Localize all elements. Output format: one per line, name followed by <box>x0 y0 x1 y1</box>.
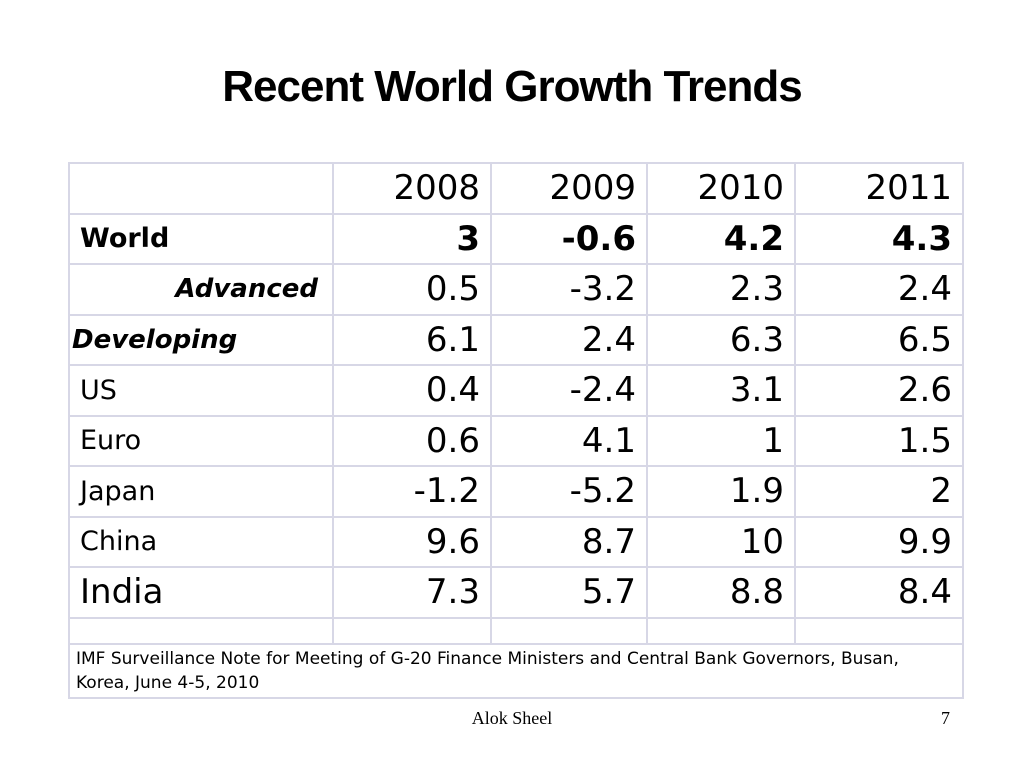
cell-developing-2010: 6.3 <box>646 313 796 366</box>
cell-us-2008: 0.4 <box>332 364 492 417</box>
empty-cell <box>490 616 648 645</box>
corner-cell <box>68 162 334 215</box>
cell-advanced-2011: 2.4 <box>794 263 964 316</box>
cell-euro-2010: 1 <box>646 414 796 467</box>
cell-developing-2008: 6.1 <box>332 313 492 366</box>
cell-china-2010: 10 <box>646 515 796 568</box>
table-row-us: US 0.4 -2.4 3.1 2.6 <box>68 364 964 417</box>
row-label-india: India <box>68 566 334 619</box>
cell-japan-2010: 1.9 <box>646 465 796 518</box>
cell-china-2011: 9.9 <box>794 515 964 568</box>
page-number: 7 <box>941 708 950 728</box>
table-empty-row <box>68 616 964 645</box>
cell-us-2010: 3.1 <box>646 364 796 417</box>
cell-india-2011: 8.4 <box>794 566 964 619</box>
cell-euro-2011: 1.5 <box>794 414 964 467</box>
year-header-2009: 2009 <box>490 162 648 215</box>
row-label-euro: Euro <box>68 414 334 467</box>
table-header-row: 2008 2009 2010 2011 <box>68 162 964 215</box>
growth-table: 2008 2009 2010 2011 World 3 -0.6 4.2 4.3… <box>68 162 964 699</box>
table-row-india: India 7.3 5.7 8.8 8.4 <box>68 566 964 619</box>
cell-developing-2009: 2.4 <box>490 313 648 366</box>
slide-title: Recent World Growth Trends <box>222 62 802 111</box>
footer-author: Alok Sheel <box>471 708 553 728</box>
table-row-developing: Developing 6.1 2.4 6.3 6.5 <box>68 313 964 366</box>
row-label-developing: Developing <box>68 313 334 366</box>
cell-japan-2008: -1.2 <box>332 465 492 518</box>
row-label-china: China <box>68 515 334 568</box>
table-row-japan: Japan -1.2 -5.2 1.9 2 <box>68 465 964 518</box>
row-label-japan: Japan <box>68 465 334 518</box>
cell-developing-2011: 6.5 <box>794 313 964 366</box>
empty-cell <box>68 616 334 645</box>
table-row-advanced: Advanced 0.5 -3.2 2.3 2.4 <box>68 263 964 316</box>
cell-advanced-2008: 0.5 <box>332 263 492 316</box>
cell-world-2010: 4.2 <box>646 212 796 265</box>
cell-us-2011: 2.6 <box>794 364 964 417</box>
cell-euro-2008: 0.6 <box>332 414 492 467</box>
cell-china-2009: 8.7 <box>490 515 648 568</box>
table-row-euro: Euro 0.6 4.1 1 1.5 <box>68 414 964 467</box>
cell-india-2009: 5.7 <box>490 566 648 619</box>
year-header-2011: 2011 <box>794 162 964 215</box>
row-label-us: US <box>68 364 334 417</box>
year-header-2010: 2010 <box>646 162 796 215</box>
cell-world-2009: -0.6 <box>490 212 648 265</box>
source-note: IMF Surveillance Note for Meeting of G-2… <box>68 642 964 699</box>
empty-cell <box>332 616 492 645</box>
cell-japan-2011: 2 <box>794 465 964 518</box>
empty-cell <box>646 616 796 645</box>
cell-india-2008: 7.3 <box>332 566 492 619</box>
table-row-china: China 9.6 8.7 10 9.9 <box>68 515 964 568</box>
row-label-world: World <box>68 212 334 265</box>
table-source-row: IMF Surveillance Note for Meeting of G-2… <box>68 642 964 699</box>
empty-cell <box>794 616 964 645</box>
cell-us-2009: -2.4 <box>490 364 648 417</box>
cell-china-2008: 9.6 <box>332 515 492 568</box>
cell-india-2010: 8.8 <box>646 566 796 619</box>
cell-advanced-2009: -3.2 <box>490 263 648 316</box>
cell-japan-2009: -5.2 <box>490 465 648 518</box>
table-row-world: World 3 -0.6 4.2 4.3 <box>68 212 964 265</box>
cell-advanced-2010: 2.3 <box>646 263 796 316</box>
row-label-advanced: Advanced <box>68 263 334 316</box>
cell-world-2008: 3 <box>332 212 492 265</box>
cell-world-2011: 4.3 <box>794 212 964 265</box>
cell-euro-2009: 4.1 <box>490 414 648 467</box>
year-header-2008: 2008 <box>332 162 492 215</box>
